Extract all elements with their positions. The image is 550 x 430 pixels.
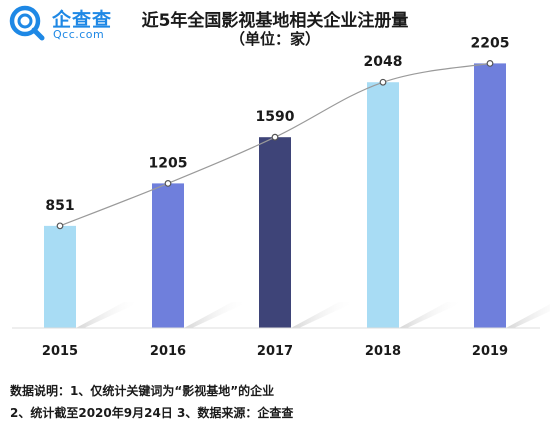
trend-point-2015	[56, 222, 64, 230]
bar-shadow-2019	[506, 304, 550, 328]
trend-point-2017	[271, 133, 279, 141]
value-label-2015: 851	[45, 198, 74, 214]
x-tick-2016: 2016	[150, 344, 186, 359]
value-label-2017: 1590	[256, 109, 295, 125]
x-tick-2017: 2017	[257, 344, 293, 359]
brand-name: 企查查	[52, 9, 113, 31]
bar-shadow-2017	[291, 302, 355, 328]
value-label-2016: 1205	[149, 155, 188, 171]
x-tick-2018: 2018	[365, 344, 401, 359]
bar-2019	[474, 63, 506, 329]
x-tick-2015: 2015	[42, 344, 78, 359]
bar-2015	[44, 225, 76, 328]
bar-shadow-2016	[184, 302, 248, 328]
bar-2017	[259, 137, 291, 328]
brand-domain: Qcc.com	[53, 28, 105, 41]
value-label-2018: 2048	[364, 54, 403, 70]
trend-point-2019	[486, 60, 494, 67]
bar-2016	[152, 183, 184, 328]
bar-shadow-2018	[399, 302, 463, 328]
bar-2018	[367, 82, 399, 329]
note-line-2: 2、统计截至2020年9月24日 3、数据来源：企查查	[10, 406, 294, 420]
bar-shadow-2015	[76, 302, 140, 328]
trend-point-2016	[164, 179, 172, 187]
data-notes: 数据说明：1、仅统计关键词为“影视基地”的企业 2、统计截至2020年9月24日…	[10, 380, 293, 424]
magnifier-logo-icon	[9, 5, 45, 41]
chart-title: 近5年全国影视基地相关企业注册量	[141, 11, 409, 31]
brand-logo: 企查查 Qcc.com	[8, 4, 148, 44]
note-line-1: 数据说明：1、仅统计关键词为“影视基地”的企业	[10, 384, 275, 398]
x-tick-2019: 2019	[472, 344, 508, 359]
chart-subtitle: （单位：家）	[229, 30, 320, 48]
trend-point-2018	[379, 78, 387, 86]
value-label-2019: 2205	[471, 35, 510, 51]
